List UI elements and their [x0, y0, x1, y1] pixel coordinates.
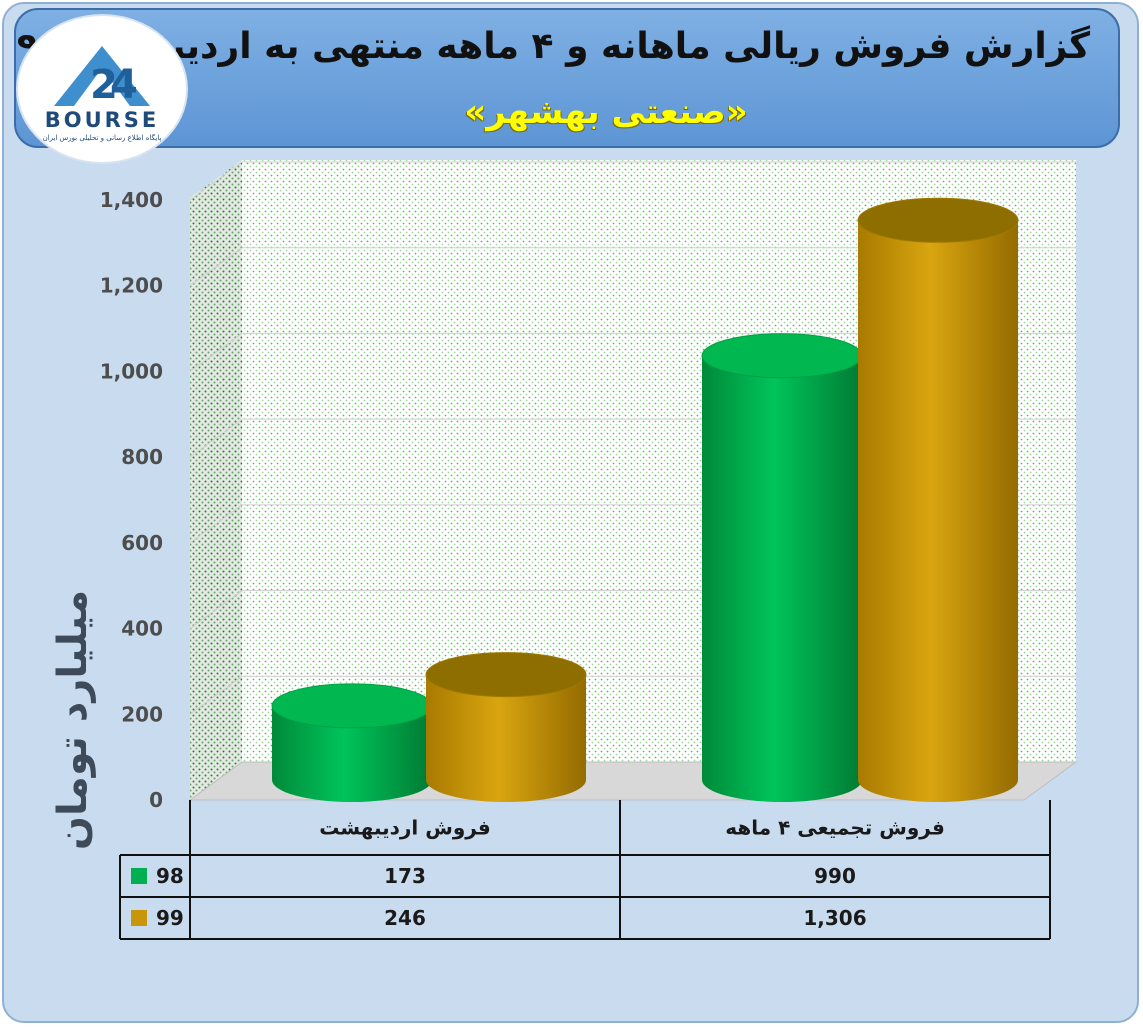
y-tick-label: 1,400: [100, 188, 163, 212]
y-tick-label: 600: [121, 531, 163, 555]
bar-98-1: [271, 683, 433, 802]
gridline-side: [189, 161, 243, 201]
bar-top: [425, 652, 587, 698]
legend-label-99: 99: [156, 906, 184, 930]
gridline-side: [189, 418, 243, 458]
bar-99-1: [425, 652, 587, 802]
category-label: فروش اردیبهشت: [319, 816, 491, 840]
y-tick-label: 200: [121, 702, 163, 726]
gridline-side: [189, 590, 243, 629]
bar-top: [271, 683, 433, 729]
data-value-label: 246: [384, 906, 426, 930]
logo-word: BOURSE: [44, 108, 160, 132]
gridline-side: [189, 504, 243, 544]
y-tick-label: 800: [121, 445, 163, 469]
bar-body: [272, 705, 432, 802]
legend-swatch-99: [131, 910, 147, 926]
legend-swatch-98: [131, 868, 147, 884]
chart-subtitle: «صنعتی بهشهر»: [464, 92, 748, 132]
svg-text:4: 4: [110, 62, 138, 108]
y-tick-label: 1,200: [100, 274, 163, 298]
logo-tagline: پایگاه اطلاع رسانی و تحلیلی بورس ایران: [42, 134, 162, 142]
bar-99-2: [857, 197, 1019, 803]
data-table: فروش اردیبهشت فروش تجمیعی ۴ ماهه 98 173 990 9…: [119, 800, 1051, 940]
data-value-label: 990: [814, 864, 856, 888]
category-label: فروش تجمیعی ۴ ماهه: [725, 816, 945, 840]
plot-side-wall: [190, 160, 242, 800]
data-value-label: 1,306: [803, 906, 866, 930]
bar-body: [426, 674, 586, 802]
y-tick-label: 0: [149, 788, 163, 812]
bourse-logo: 2 4 BOURSE پایگاه اطلاع رسانی و تحلیلی ب…: [18, 16, 186, 162]
bar-body: [858, 220, 1018, 803]
bar-top: [701, 333, 863, 379]
bars-group: [271, 197, 1019, 803]
gridline-side: [189, 333, 243, 372]
logo-mark-icon: 2 4: [54, 46, 150, 108]
bar-body: [702, 355, 862, 802]
y-tick-label: 1,000: [100, 359, 163, 383]
gridline-side: [189, 675, 243, 715]
y-tick-label: 400: [121, 617, 163, 641]
y-axis-ticks: 0 200 400 600 800 1,000 1,200 1,400: [100, 188, 163, 812]
bar-98-2: [701, 333, 863, 802]
data-value-label: 173: [384, 864, 426, 888]
legend-label-98: 98: [156, 864, 184, 888]
bar-top: [857, 197, 1019, 243]
gridline-side: [189, 247, 243, 287]
svg-text:2: 2: [90, 62, 118, 108]
